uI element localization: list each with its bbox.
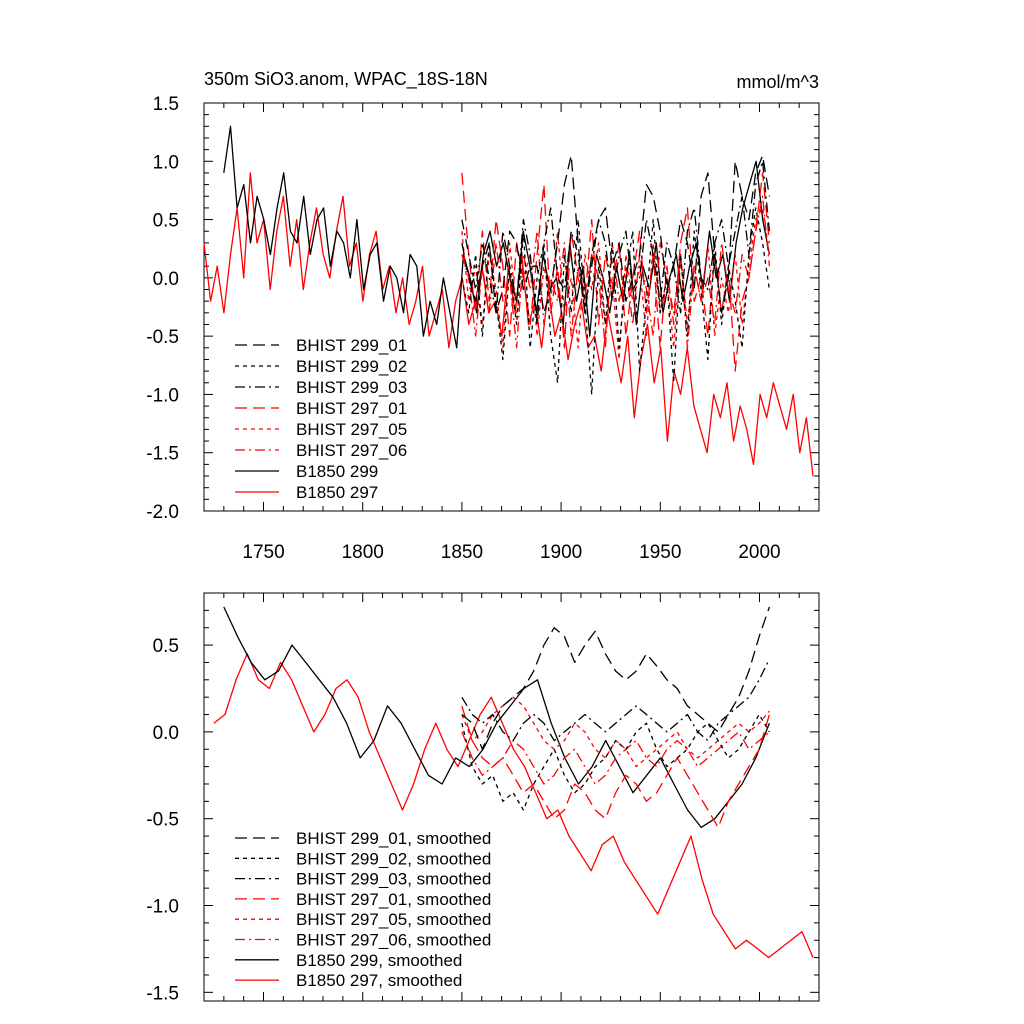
bottom-series-b1850-299-smoothed (223, 606, 771, 829)
bottom-legend-label: BHIST 299_03, smoothed (296, 870, 491, 889)
bottom-y-tick-label: 0.5 (153, 636, 179, 657)
bottom-legend-label: BHIST 297_06, smoothed (296, 931, 491, 950)
top-legend-label: BHIST 297_06 (296, 441, 407, 460)
top-legend-label: BHIST 299_02 (296, 357, 407, 376)
top-y-tick-label: 1.0 (153, 152, 179, 173)
top-y-tick-label: -1.5 (146, 444, 179, 465)
top-x-tick-label: 1750 (242, 542, 284, 563)
top-y-tick-label: -2.0 (146, 502, 179, 523)
top-chart-title: 350m SiO3.anom, WPAC_18S-18N (204, 69, 488, 90)
top-y-tick-label: 1.5 (153, 94, 179, 115)
top-x-tick-label: 1850 (441, 542, 483, 563)
bottom-y-tick-label: -1.0 (146, 897, 179, 918)
top-series-bhist-297-06 (461, 195, 771, 349)
bottom-series-bhist-297-01-smoothed (461, 705, 771, 829)
bottom-series-bhist-299-02-smoothed (461, 713, 770, 811)
top-legend-label: BHIST 297_05 (296, 420, 407, 439)
top-y-tick-label: -1.0 (146, 385, 179, 406)
top-series-bhist-299-03 (461, 160, 771, 326)
bottom-series-b1850-297-smoothed (213, 653, 814, 959)
bottom-y-tick-label: -1.5 (146, 983, 179, 1004)
top-legend-label: B1850 299 (296, 462, 378, 481)
top-x-tick-label: 1800 (342, 542, 384, 563)
bottom-series-bhist-297-06-smoothed (461, 731, 770, 785)
top-plot-frame (203, 102, 820, 512)
top-x-tick-label: 2000 (738, 542, 780, 563)
top-x-tick-label: 1950 (639, 542, 681, 563)
top-x-tick-label: 1900 (540, 542, 582, 563)
top-y-tick-label: 0.5 (153, 211, 179, 232)
bottom-y-tick-label: -0.5 (146, 810, 179, 831)
top-legend-label: BHIST 299_03 (296, 378, 407, 397)
bottom-legend-label: B1850 297, smoothed (296, 971, 462, 990)
bottom-plot-frame (203, 592, 820, 1002)
bottom-legend-label: B1850 299, smoothed (296, 951, 462, 970)
bottom-series-bhist-297-05-smoothed (461, 696, 770, 768)
bottom-legend-label: BHIST 299_02, smoothed (296, 849, 491, 868)
top-series-bhist-297-01 (461, 172, 771, 372)
bottom-legend-label: BHIST 299_01, smoothed (296, 829, 491, 848)
top-legend-label: B1850 297 (296, 483, 378, 502)
top-legend-label: BHIST 299_01 (296, 336, 407, 355)
top-chart-units: mmol/m^3 (737, 72, 819, 92)
top-legend-label: BHIST 297_01 (296, 399, 407, 418)
bottom-legend-label: BHIST 297_05, smoothed (296, 910, 491, 929)
top-series-bhist-299-01 (461, 154, 771, 314)
bottom-legend-label: BHIST 297_01, smoothed (296, 890, 491, 909)
top-y-tick-label: 0.0 (153, 269, 179, 290)
bottom-series-bhist-299-03-smoothed (461, 658, 770, 742)
top-y-tick-label: -0.5 (146, 327, 179, 348)
bottom-series-bhist-299-01-smoothed (461, 606, 771, 750)
bottom-y-tick-label: 0.0 (153, 723, 179, 744)
